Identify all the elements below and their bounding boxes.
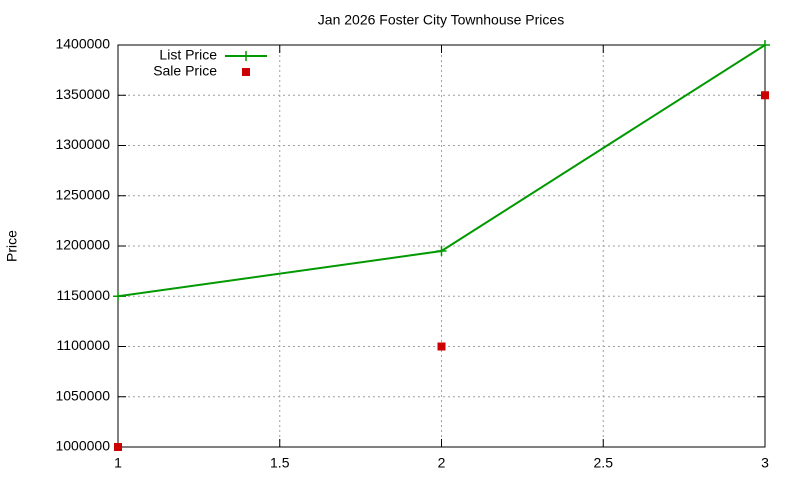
- data-point: [113, 291, 123, 302]
- x-tick-label: 3: [761, 455, 769, 471]
- data-point: [760, 40, 770, 50]
- plot-border: [117, 44, 766, 448]
- x-tick-label: 2: [438, 455, 446, 471]
- legend-label: List Price: [159, 47, 217, 63]
- x-tick-label: 1.5: [270, 455, 290, 471]
- y-tick-label: 1300000: [55, 136, 110, 152]
- y-tick-label: 1000000: [55, 438, 110, 454]
- legend-label: Sale Price: [153, 63, 217, 79]
- data-point: [114, 443, 122, 451]
- data-point: [436, 246, 447, 257]
- legend-marker: [242, 68, 250, 76]
- legend-marker: [241, 51, 251, 61]
- x-tick-label: 1: [114, 455, 122, 471]
- y-tick-label: 1400000: [55, 36, 110, 52]
- x-tick-label: 2.5: [594, 455, 614, 471]
- data-point: [437, 342, 446, 351]
- y-tick-label: 1150000: [57, 287, 111, 303]
- y-axis-label: Price: [4, 230, 20, 262]
- y-tick-label: 1050000: [55, 387, 110, 403]
- chart-title: Jan 2026 Foster City Townhouse Prices: [318, 12, 564, 28]
- y-tick-label: 1350000: [55, 86, 110, 102]
- y-tick-label: 1100000: [57, 337, 111, 353]
- y-tick-label: 1200000: [55, 237, 110, 253]
- y-tick-label: 1250000: [55, 186, 110, 202]
- data-point: [761, 91, 769, 100]
